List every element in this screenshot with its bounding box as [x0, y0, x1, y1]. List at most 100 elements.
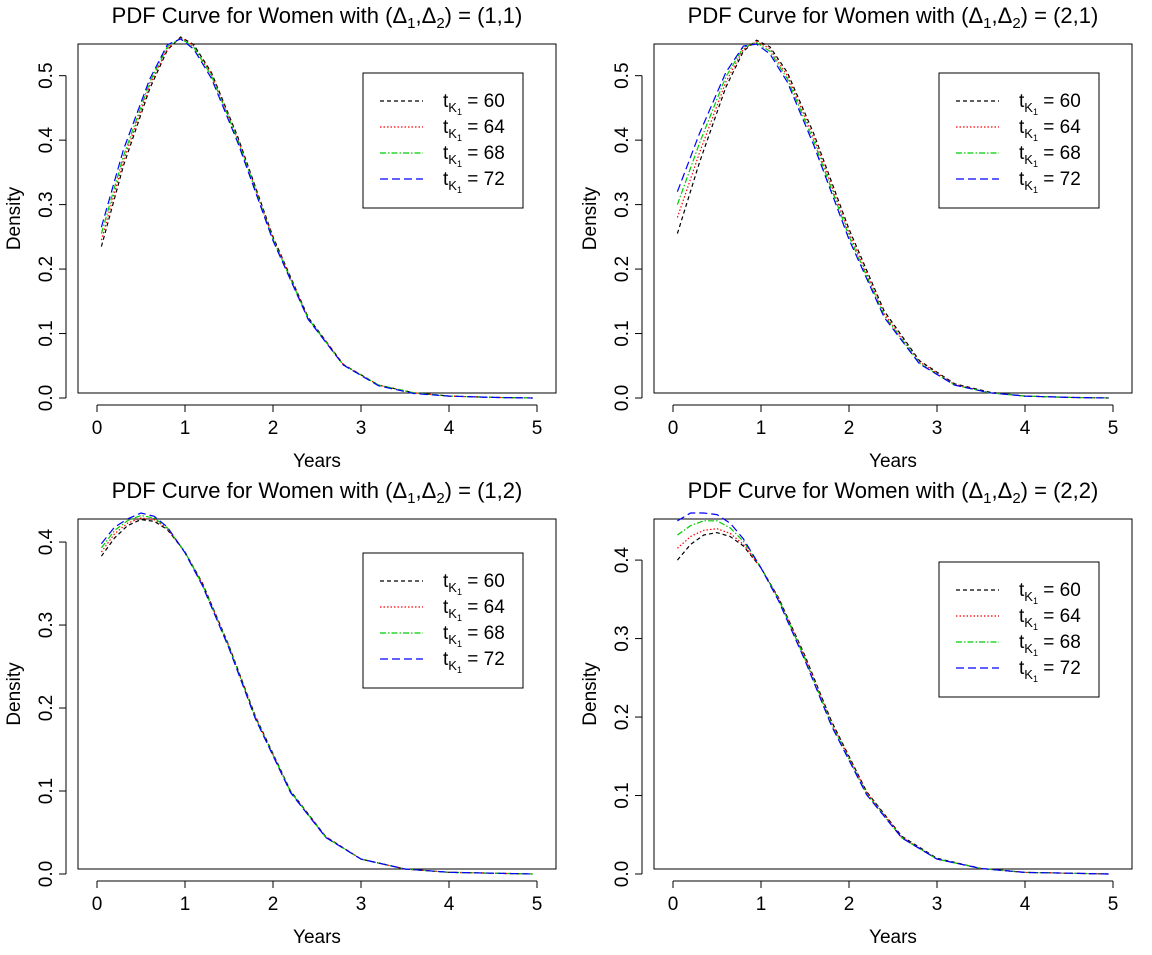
x-axis-label: Years: [293, 451, 341, 472]
series-line-1: [676, 39, 1109, 399]
chart-title: PDF Curve for Women with (Δ1​,Δ2​) = (2,…: [688, 478, 1099, 507]
x-tick-label: 1: [756, 418, 767, 439]
legend-label: tK1 = 64: [1019, 117, 1081, 143]
y-tick-label: 0.1: [36, 320, 57, 346]
y-tick-label: 0.4: [36, 127, 57, 154]
x-tick-label: 4: [1020, 418, 1031, 439]
y-tick-label: 0.5: [612, 62, 633, 88]
x-tick-label: 5: [1108, 418, 1119, 439]
plot-frame: [77, 518, 557, 870]
x-tick-label: 0: [92, 418, 103, 439]
legend-label: tK1 = 60: [1019, 580, 1081, 606]
legend-box: [362, 72, 524, 209]
y-tick-label: 0.2: [36, 695, 57, 721]
chart-title: PDF Curve for Women with (Δ1​,Δ2​) = (2,…: [688, 3, 1099, 32]
x-tick-label: 5: [532, 418, 543, 439]
x-tick-label: 4: [1020, 894, 1031, 915]
x-axis: 0 1 2 3 4 5: [92, 880, 543, 915]
plot-frame: [653, 518, 1133, 870]
x-tick-label: 0: [668, 418, 679, 439]
legend-label: tK1 = 68: [1019, 632, 1081, 658]
x-axis-label: Years: [869, 451, 917, 472]
chart-panel-1: PDF Curve for Women with (Δ1​,Δ2​) = (1,…: [4, 3, 557, 472]
legend-label: tK1 = 68: [443, 143, 505, 169]
plot-frame: [653, 43, 1133, 394]
series-line-3: [677, 520, 1109, 875]
legend-label: tK1 = 72: [1019, 658, 1081, 684]
x-tick-label: 1: [180, 894, 191, 915]
y-tick-label: 0.0: [36, 385, 57, 411]
y-tick-label: 0.5: [36, 62, 57, 88]
x-tick-label: 1: [180, 418, 191, 439]
series-line-4: [100, 512, 533, 875]
y-tick-label: 0.4: [36, 528, 57, 555]
legend-box: [938, 72, 1100, 209]
x-tick-label: 4: [444, 418, 455, 439]
chart-panel-4: PDF Curve for Women with (Δ1​,Δ2​) = (2,…: [580, 478, 1133, 948]
legend-label: tK1 = 64: [443, 117, 505, 143]
x-axis-label: Years: [293, 927, 341, 948]
legend-label: tK1 = 72: [443, 169, 505, 195]
x-tick-label: 0: [92, 894, 103, 915]
y-tick-label: 0.3: [612, 625, 633, 651]
y-tick-label: 0.3: [612, 191, 633, 217]
y-tick-label: 0.2: [36, 256, 57, 282]
series-line-2: [100, 36, 533, 399]
x-tick-label: 0: [668, 894, 679, 915]
y-axis-label: Density: [4, 186, 25, 250]
y-tick-label: 0.2: [612, 256, 633, 282]
legend-label: tK1 = 64: [443, 597, 505, 623]
legend-label: tK1 = 68: [1019, 143, 1081, 169]
legend-label: tK1 = 68: [443, 623, 505, 649]
y-tick-label: 0.4: [612, 127, 633, 154]
series-line-2: [676, 40, 1109, 399]
x-tick-label: 3: [356, 418, 367, 439]
y-tick-label: 0.1: [612, 320, 633, 346]
x-axis: 0 1 2 3 4 5: [92, 404, 543, 439]
legend-label: tK1 = 60: [1019, 91, 1081, 117]
y-tick-label: 0.3: [36, 191, 57, 217]
y-tick-label: 0.2: [612, 704, 633, 730]
chart-title: PDF Curve for Women with (Δ1​,Δ2​) = (1,…: [112, 478, 523, 507]
series-line-4: [677, 512, 1109, 875]
x-tick-label: 2: [844, 894, 855, 915]
x-tick-label: 2: [268, 418, 279, 439]
y-tick-label: 0.0: [36, 861, 57, 887]
x-tick-label: 1: [756, 894, 767, 915]
x-tick-label: 4: [444, 894, 455, 915]
series-line-4: [676, 43, 1109, 399]
chart-panel-2: PDF Curve for Women with (Δ1​,Δ2​) = (2,…: [580, 3, 1133, 472]
y-axis: 0.0 0.1 0.2 0.3 0.4 0.5: [612, 62, 643, 411]
legend-label: tK1 = 72: [443, 649, 505, 675]
x-tick-label: 3: [932, 894, 943, 915]
y-tick-label: 0.1: [612, 782, 633, 808]
y-axis: 0.0 0.1 0.2 0.3 0.4 0.5: [36, 62, 67, 411]
y-tick-label: 0.0: [612, 385, 633, 411]
legend-box: [362, 552, 524, 689]
y-axis-label: Density: [580, 662, 601, 726]
y-tick-label: 0.1: [36, 778, 57, 804]
x-axis: 0 1 2 3 4 5: [668, 880, 1119, 915]
y-axis-label: Density: [4, 662, 25, 726]
x-axis-label: Years: [869, 927, 917, 948]
x-axis: 0 1 2 3 4 5: [668, 404, 1119, 439]
plot-frame: [77, 43, 557, 394]
legend-label: tK1 = 60: [443, 571, 505, 597]
chart-panel-3: PDF Curve for Women with (Δ1​,Δ2​) = (1,…: [4, 478, 557, 948]
y-axis: 0.0 0.1 0.2 0.3 0.4: [612, 546, 643, 887]
x-tick-label: 5: [532, 894, 543, 915]
y-tick-label: 0.0: [612, 861, 633, 887]
series-line-3: [676, 42, 1109, 399]
x-tick-label: 2: [268, 894, 279, 915]
legend-label: tK1 = 72: [1019, 169, 1081, 195]
y-axis-label: Density: [580, 186, 601, 250]
x-tick-label: 5: [1108, 894, 1119, 915]
series-line-4: [100, 38, 533, 399]
x-tick-label: 3: [356, 894, 367, 915]
x-tick-label: 3: [932, 418, 943, 439]
